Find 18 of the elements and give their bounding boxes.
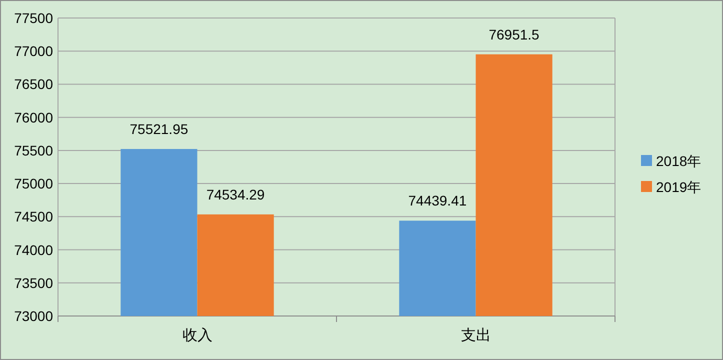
y-tick-label: 74000 xyxy=(14,242,54,258)
y-tick-label: 77000 xyxy=(14,43,54,60)
y-tick-label: 76000 xyxy=(14,109,54,126)
legend-label: 2019年 xyxy=(656,179,702,195)
data-label: 74439.41 xyxy=(408,192,467,209)
x-tick-label: 支出 xyxy=(460,327,491,344)
y-tick-label: 73000 xyxy=(14,308,54,324)
data-label: 75521.95 xyxy=(130,120,188,137)
legend-label: 2018年 xyxy=(656,153,702,169)
data-label: 76951.5 xyxy=(488,26,540,42)
y-tick-label: 76500 xyxy=(14,76,54,92)
data-label: 74534.29 xyxy=(206,186,265,202)
y-tick-label: 77500 xyxy=(14,10,54,26)
y-tick-label: 73500 xyxy=(14,274,54,291)
y-tick-label: 75000 xyxy=(14,176,54,192)
y-tick-label: 75500 xyxy=(14,142,54,158)
y-tick-label: 74500 xyxy=(14,208,54,225)
x-tick-label: 收入 xyxy=(182,327,212,344)
